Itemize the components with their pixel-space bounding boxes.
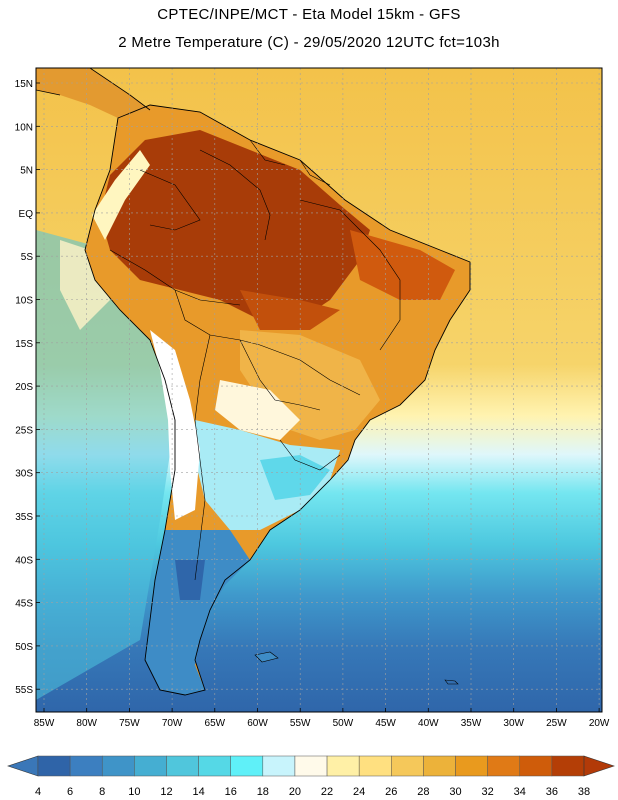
colorbar-label: 26	[385, 786, 397, 798]
colorbar-bin	[198, 755, 231, 777]
colorbar	[7, 755, 615, 777]
longitude-labels: 85W 80W 75W 70W 65W 60W 55W 50W 45W 40W 35W 30W 25W 2…	[34, 708, 610, 729]
colorbar-bin	[294, 755, 328, 777]
lon-label: 85W	[34, 718, 55, 729]
colorbar-bin	[262, 755, 296, 777]
map-frame	[35, 67, 603, 713]
colorbar-label: 18	[257, 786, 269, 798]
uruguay-cool	[260, 455, 330, 500]
pacific-cool-band	[36, 230, 175, 700]
lat-label: 25S	[15, 425, 33, 436]
amazon-hot-region	[100, 130, 370, 320]
lon-label: 75W	[119, 718, 140, 729]
colorbar-bin	[134, 755, 167, 777]
lat-label: 35S	[15, 512, 33, 523]
colorbar-label: 10	[128, 786, 140, 798]
equatorial-pacific-warm	[60, 240, 110, 330]
patagonia-cold	[145, 530, 250, 695]
lon-label: 25W	[546, 718, 567, 729]
colorbar-label: 28	[417, 786, 429, 798]
map-subtitle: 2 Metre Temperature (C) - 29/05/2020 12U…	[118, 34, 500, 51]
lat-label: 45S	[15, 599, 33, 610]
south-georgia	[444, 679, 459, 685]
lat-label: 15N	[15, 79, 33, 90]
lat-label: 10N	[15, 122, 33, 133]
colorbar-label: 24	[353, 786, 365, 798]
colorbar-bin	[101, 755, 135, 777]
northern-andes-mild	[92, 150, 150, 240]
colorbar-label: 14	[192, 786, 204, 798]
colorbar-bin	[551, 755, 585, 777]
map-title: CPTEC/INPE/MCT - Eta Model 15km - GFS	[157, 6, 461, 23]
latitude-labels: 15N 10N 5N EQ 5S 10S 15S 20S 25S 30S 35S 40S 45S 50S 5…	[15, 79, 40, 696]
colorbar-label: 16	[225, 786, 237, 798]
lon-label: 60W	[247, 718, 268, 729]
lon-label: 50W	[333, 718, 354, 729]
colorbar-label: 4	[35, 786, 41, 798]
falkland-islands	[254, 651, 279, 663]
graticule	[36, 68, 602, 712]
colorbar-label: 8	[99, 786, 105, 798]
colorbar-bin	[326, 755, 360, 777]
colorbar-label: 20	[289, 786, 301, 798]
lat-label: 5S	[21, 252, 34, 263]
colorbar-label: 6	[67, 786, 73, 798]
colorbar-bin	[519, 755, 553, 777]
colorbar-bin	[391, 755, 424, 777]
lat-label: 40S	[15, 555, 33, 566]
lat-label: 15S	[15, 339, 33, 350]
colorbar-bin	[230, 755, 264, 777]
patagonia-core	[175, 560, 205, 600]
colorbar-label: 38	[578, 786, 590, 798]
central-america-coast	[36, 68, 151, 111]
lon-label: 65W	[205, 718, 226, 729]
lat-label: 10S	[15, 296, 33, 307]
country-borders	[109, 139, 401, 581]
lon-label: 20W	[589, 718, 610, 729]
colorbar-below-arrow	[7, 755, 39, 777]
colorbar-label: 36	[546, 786, 558, 798]
colorbar-bin	[37, 755, 71, 777]
colorbar-label: 34	[514, 786, 526, 798]
colorbar-label: 12	[160, 786, 172, 798]
lat-label: EQ	[19, 209, 34, 220]
colorbar-bin	[455, 755, 488, 777]
colorbar-labels: 4 6 8 10 12 14 16 18 20 22 24 26 28 30 32 34 36 38	[35, 786, 590, 798]
lon-label: 70W	[162, 718, 183, 729]
lat-label: 5N	[20, 166, 33, 177]
lat-label: 55S	[15, 685, 33, 696]
colorbar-bin	[69, 755, 103, 777]
colorbar-bin	[487, 755, 521, 777]
central-brazil-hot	[240, 290, 340, 330]
colorbar-label: 32	[482, 786, 494, 798]
lon-label: 80W	[76, 718, 97, 729]
colorbar-bin	[358, 755, 392, 777]
coastline	[84, 104, 471, 696]
colorbar-label: 30	[449, 786, 461, 798]
lon-label: 35W	[461, 718, 482, 729]
northeast-brazil-hot	[350, 230, 455, 300]
central-america-land	[36, 68, 150, 118]
lon-label: 30W	[503, 718, 524, 729]
lon-label: 40W	[418, 718, 439, 729]
colorbar-bin	[166, 755, 199, 777]
lat-label: 30S	[15, 469, 33, 480]
colorbar-label: 22	[321, 786, 333, 798]
colorbar-bin	[423, 755, 456, 777]
lon-label: 45W	[375, 718, 396, 729]
lat-label: 20S	[15, 382, 33, 393]
colorbar-above-arrow	[583, 755, 615, 777]
lat-label: 50S	[15, 642, 33, 653]
lon-label: 55W	[290, 718, 311, 729]
